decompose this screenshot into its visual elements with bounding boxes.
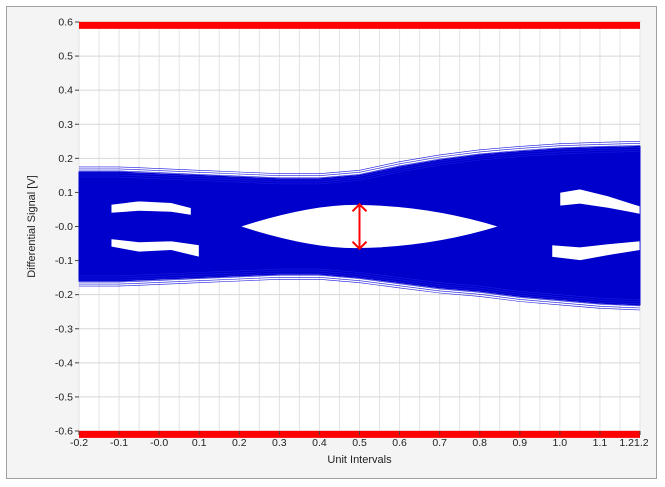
partial-eye-opening (110, 238, 200, 258)
x-tick-label: -0.0 (150, 437, 168, 449)
partial-eye-opening (110, 200, 192, 216)
trace-line (79, 147, 641, 181)
partial-eye-opening (551, 240, 641, 261)
trace-line (79, 141, 641, 174)
trace-line (79, 143, 641, 176)
y-tick-label: 0.1 (58, 187, 73, 199)
y-tick-label: -0.2 (55, 289, 73, 301)
y-tick-label: -0.4 (55, 357, 73, 369)
y-tick-label: -0.6 (55, 426, 73, 438)
trace-line (79, 268, 641, 301)
x-tick-label: 0.6 (392, 437, 407, 449)
trace-line (79, 149, 641, 183)
chart-frame: -0.2 -0.1 -0.0 0.1 0.2 0.3 0.4 0.5 0.6 0.7 0.8 0.9 1… (6, 6, 657, 479)
x-tick-label: 1.21.2 (619, 437, 648, 449)
x-tick-label: 0.8 (472, 437, 487, 449)
y-tick-label: -0.0 (55, 221, 73, 233)
x-tick-label: -0.2 (70, 437, 88, 449)
partial-eye-opening (559, 188, 641, 215)
marker-arrow-down (351, 240, 368, 251)
y-tick-label: 0.2 (58, 153, 73, 165)
x-tick-label: 0.9 (512, 437, 527, 449)
y-axis-ticks: 0.6 0.5 0.4 0.3 0.2 0.1 -0.0 -0.1 -0.2 -0.3 -0.4 -0… (55, 17, 79, 438)
x-tick-label: 0.7 (432, 437, 447, 449)
x-tick-label: 1.1 (593, 437, 608, 449)
y-axis-title: Differential Signal [V] (26, 175, 38, 278)
eye-diagram-chart: -0.2 -0.1 -0.0 0.1 0.2 0.3 0.4 0.5 0.6 0.7 0.8 0.9 1… (26, 17, 649, 467)
y-tick-label: 0.4 (58, 85, 73, 97)
x-tick-label: 0.4 (312, 437, 327, 449)
eye-opening (237, 203, 502, 250)
y-tick-label: 0.6 (58, 17, 73, 29)
trace-line (79, 277, 641, 309)
marker-arrow-up (351, 202, 368, 213)
trace-line (79, 279, 641, 311)
x-tick-label: 0.3 (272, 437, 287, 449)
x-axis-title: Unit Intervals (327, 454, 392, 466)
trace-line (79, 272, 641, 305)
x-tick-label: 0.5 (352, 437, 367, 449)
y-tick-label: 0.5 (58, 51, 73, 63)
trace-line (79, 145, 641, 179)
x-tick-label: -0.1 (110, 437, 128, 449)
y-tick-label: 0.3 (58, 119, 73, 131)
y-tick-label: -0.1 (55, 255, 73, 267)
y-tick-label: -0.5 (55, 391, 73, 403)
trace-line (79, 274, 641, 307)
trace-line (79, 151, 641, 185)
x-tick-label: 1.0 (553, 437, 568, 449)
x-tick-label: 0.1 (192, 437, 207, 449)
trace-line (79, 270, 641, 303)
x-axis-ticks: -0.2 -0.1 -0.0 0.1 0.2 0.3 0.4 0.5 0.6 0.7 0.8 0.9 1… (70, 431, 649, 449)
x-tick-label: 0.2 (232, 437, 247, 449)
y-tick-label: -0.3 (55, 323, 73, 335)
eye-height-marker (351, 202, 368, 251)
